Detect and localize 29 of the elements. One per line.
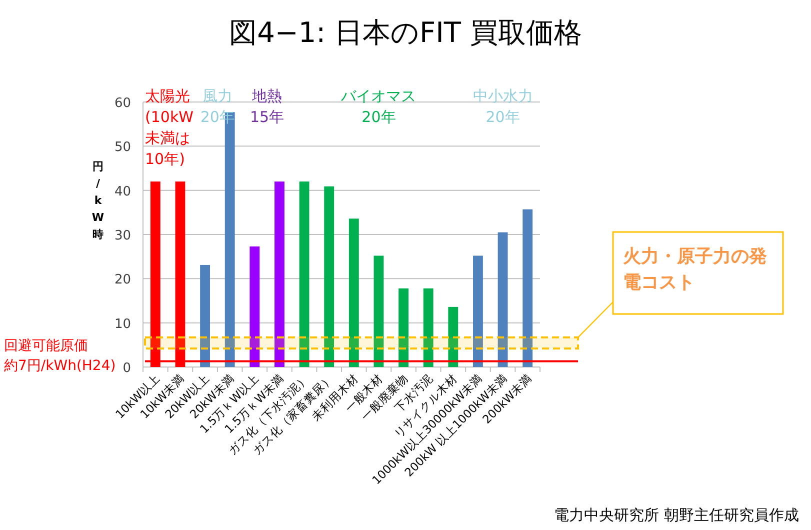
chart-title: 図4−1: 日本のFIT 買取価格: [229, 16, 582, 49]
y-tick-label: 60: [114, 96, 131, 111]
y-tick-label: 0: [122, 361, 131, 376]
bar: [200, 264, 210, 367]
bar: [423, 288, 434, 367]
text: 電力中央研究所 朝野主任研究員作成: [554, 506, 799, 524]
bar: [348, 218, 359, 367]
annotation: 地熱 15年: [250, 87, 284, 126]
y-tick-label: 30: [114, 228, 131, 244]
bar: [522, 209, 533, 367]
y-tick-label: 10: [114, 316, 131, 332]
bar: [498, 232, 508, 367]
bar: [473, 256, 483, 367]
ref-line-label: 回避可能原価約7円/kWh(H24): [4, 338, 116, 374]
annotation: バイオマス 20年: [340, 87, 416, 126]
y-tick-label: 20: [114, 272, 131, 288]
annotation: 中小水力 20年: [472, 87, 533, 126]
bar: [448, 306, 458, 367]
annotation: 太陽光 (10kW 未満は 10年): [145, 87, 194, 168]
bar: [274, 182, 284, 367]
bar: [299, 182, 310, 367]
band-label: 火力・原子力の発電コスト: [622, 246, 767, 293]
bar: [324, 186, 334, 367]
y-axis-title: 円/kW時: [92, 160, 104, 241]
bar: [398, 288, 408, 367]
y-tick-label: 40: [114, 184, 131, 200]
y-tick-label: 50: [114, 140, 131, 156]
bar: [250, 246, 260, 367]
bar: [374, 256, 384, 367]
